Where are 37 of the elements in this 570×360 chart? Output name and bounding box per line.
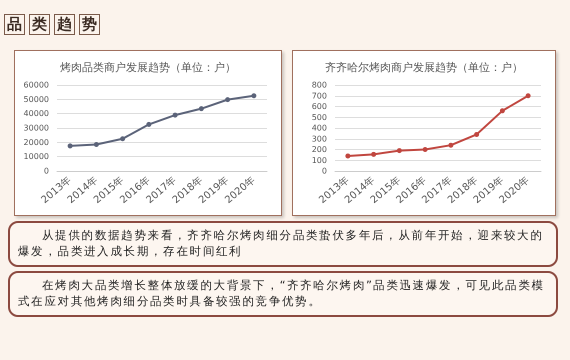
chart-title: 烤肉品类商户发展趋势（单位：户） bbox=[60, 61, 236, 74]
y-tick-label: 300 bbox=[312, 134, 327, 144]
y-tick-label: 60000 bbox=[24, 80, 49, 90]
y-tick-label: 700 bbox=[312, 91, 327, 100]
chart-title: 齐齐哈尔烤肉商户发展趋势（单位：户） bbox=[325, 61, 523, 74]
point bbox=[500, 108, 505, 114]
y-tick-label: 20000 bbox=[24, 138, 49, 147]
point bbox=[94, 142, 99, 147]
y-tick-label: 50000 bbox=[24, 94, 49, 104]
point bbox=[198, 106, 204, 112]
point bbox=[526, 93, 531, 98]
y-tick-label: 0 bbox=[44, 166, 49, 176]
y-tick-label: 30000 bbox=[24, 124, 49, 132]
y-tick-label: 10000 bbox=[24, 152, 49, 162]
y-tick-label: 400 bbox=[312, 124, 327, 132]
point bbox=[448, 142, 454, 148]
y-tick-label: 500 bbox=[312, 112, 327, 122]
point bbox=[345, 153, 350, 158]
y-tick-label: 200 bbox=[312, 145, 327, 154]
y-tick-label: 40000 bbox=[24, 109, 49, 118]
point bbox=[474, 132, 480, 137]
text: 在烤肉大品类增长整体放缓的大背景下，“齐齐哈尔烤肉”品类迅速爆发，可见此品类模式在应对其他烤肉细分品类时具备较强的竞争优势。 bbox=[8, 271, 558, 317]
y-tick-label: 100 bbox=[312, 156, 327, 165]
y-tick-label: 800 bbox=[312, 80, 327, 90]
point bbox=[225, 97, 230, 102]
point bbox=[396, 148, 402, 154]
point bbox=[371, 152, 376, 157]
y-tick-label: 0 bbox=[322, 166, 327, 176]
point bbox=[422, 147, 428, 152]
text: 从提供的数据趋势来看，齐齐哈尔烤肉细分品类蛰伏多年后，从前年开始，迎来较大的爆发，品类进入成长期，存在时间红利 bbox=[8, 221, 558, 267]
point bbox=[120, 136, 126, 142]
text: 品类趋势 bbox=[6, 14, 98, 35]
point bbox=[146, 122, 152, 127]
point bbox=[251, 93, 256, 98]
point bbox=[68, 143, 73, 148]
point bbox=[172, 112, 178, 118]
y-tick-label: 600 bbox=[312, 102, 327, 111]
